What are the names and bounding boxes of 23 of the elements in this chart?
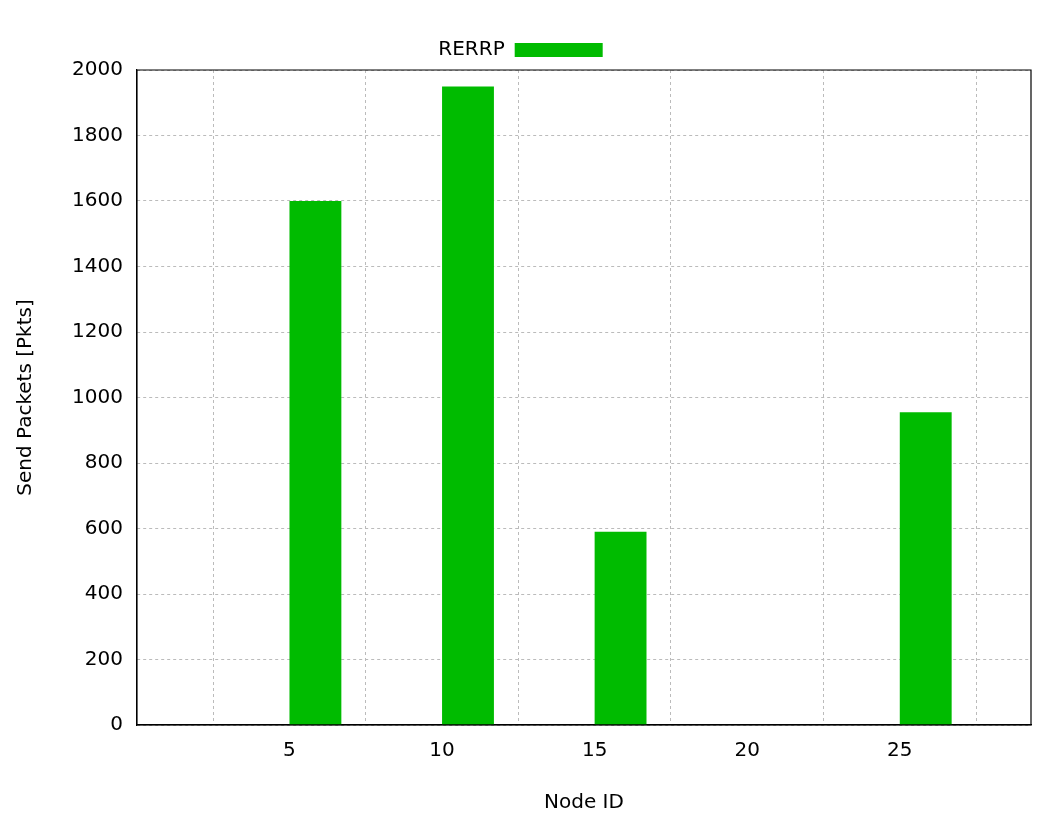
y-tick-label: 1800: [71, 121, 123, 146]
y-tick-label: 0: [110, 711, 123, 736]
y-tick-label: 1000: [71, 383, 123, 408]
bar: [594, 531, 647, 725]
x-tick-label: 25: [887, 737, 913, 762]
y-tick-label: 800: [84, 449, 123, 474]
y-axis-title: Send Packets [Pkts]: [12, 299, 37, 496]
legend-label: RERRP: [438, 36, 505, 61]
y-tick-label: 1400: [71, 252, 123, 277]
bar: [899, 412, 952, 725]
y-tick-label: 1600: [71, 187, 123, 212]
x-tick-label: 5: [283, 737, 296, 762]
y-tick-label: 200: [84, 645, 123, 670]
x-tick-label: 20: [734, 737, 760, 762]
y-tick-label: 400: [84, 580, 123, 605]
x-tick-label: 15: [581, 737, 608, 762]
bar: [289, 201, 342, 725]
x-tick-label: 10: [429, 737, 455, 762]
y-tick-label: 1200: [71, 318, 123, 343]
y-tick-label: 600: [84, 514, 123, 539]
bar: [442, 86, 494, 725]
x-axis-title: Node ID: [544, 789, 624, 814]
y-tick-label: 2000: [71, 56, 123, 81]
